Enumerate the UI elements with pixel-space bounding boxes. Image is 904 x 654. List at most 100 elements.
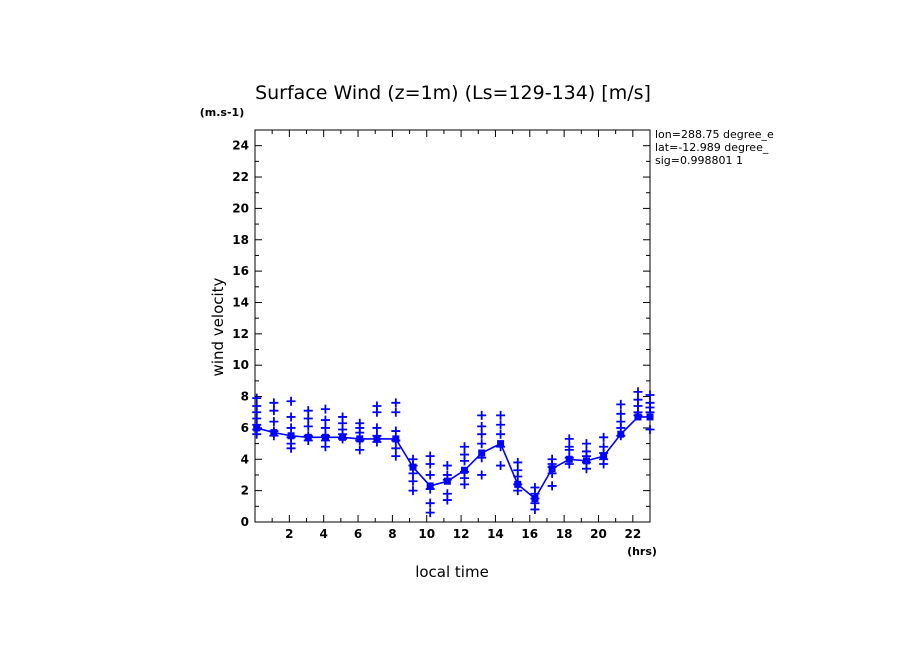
sample-plus-marker [496,429,506,439]
sample-plus-marker [616,431,626,441]
sample-plus-marker [633,387,643,397]
sample-plus-marker [460,442,470,452]
sample-plus-marker [513,472,523,482]
sample-plus-marker [425,451,435,461]
sample-plus-marker [599,432,609,442]
x-tick-label: 20 [590,527,607,541]
sample-plus-marker [372,407,382,417]
sample-plus-marker [355,445,365,455]
sample-plus-marker [303,406,313,416]
sample-plus-marker [425,459,435,469]
x-tick-label: 2 [285,527,293,541]
sample-plus-marker [477,421,487,431]
sample-plus-marker [425,508,435,518]
sample-plus-marker [564,459,574,469]
sample-plus-marker [496,442,506,452]
y-tick-label: 24 [232,139,249,153]
info-sig: sig=0.998801 1 [655,154,743,167]
x-tick-label: 8 [388,527,396,541]
y-axis-title: wind velocity [209,277,227,376]
sample-plus-marker [442,461,452,471]
sample-plus-marker [286,423,296,433]
info-lon: lon=288.75 degree_e [655,128,774,141]
sample-plus-marker [408,476,418,486]
sample-plus-marker [513,486,523,496]
sample-plus-marker [425,484,435,494]
y-tick-label: 16 [232,264,249,278]
sample-plus-marker [338,434,348,444]
info-lat: lat=-12.989 degree_ [655,141,769,154]
y-tick-label: 2 [241,484,249,498]
sample-plus-marker [303,421,313,431]
sample-plus-marker [477,429,487,439]
y-unit-label: (m.s-1) [200,106,244,119]
sample-plus-marker [442,475,452,485]
x-tick-label: 16 [521,527,538,541]
chart-title: Surface Wind (z=1m) (Ls=129-134) [m/s] [255,82,651,104]
sample-plus-marker [408,468,418,478]
plot-frame [254,129,651,523]
sample-plus-marker [477,453,487,463]
sample-plus-marker [460,456,470,466]
sample-plus-marker [355,435,365,445]
sample-plus-marker [513,457,523,467]
sample-plus-marker [286,443,296,453]
sample-plus-marker [564,434,574,444]
y-tick-label: 20 [232,201,249,215]
mean-square-marker [646,413,654,421]
y-tick-label: 0 [241,515,249,529]
sample-plus-marker [286,396,296,406]
sample-plus-marker [581,464,591,474]
x-tick-label: 10 [418,527,435,541]
sample-plus-marker [496,461,506,471]
sample-plus-marker [303,414,313,424]
x-tick-label: 4 [320,527,328,541]
sample-plus-marker [391,435,401,445]
y-tick-label: 22 [232,170,249,184]
sample-plus-marker [391,451,401,461]
sample-plus-marker [616,409,626,419]
sample-plus-marker [645,424,655,434]
sample-plus-marker [496,420,506,430]
sample-plus-marker [599,459,609,469]
sample-plus-marker [530,504,540,514]
sample-plus-marker [252,393,262,403]
y-tick-label: 8 [241,390,249,404]
sample-plus-marker [355,428,365,438]
sample-plus-marker [564,445,574,455]
sample-plus-marker [408,486,418,496]
x-tick-label: 14 [487,527,504,541]
sample-plus-marker [408,461,418,471]
x-tick-label: 12 [453,527,470,541]
sample-plus-marker [425,470,435,480]
sample-plus-marker [391,426,401,436]
sample-plus-marker [547,481,557,491]
sample-plus-marker [372,437,382,447]
y-tick-label: 12 [232,327,249,341]
sample-plus-marker [269,431,279,441]
sample-plus-marker [269,406,279,416]
x-tick-label: 6 [354,527,362,541]
sample-plus-marker [477,410,487,420]
sample-plus-marker [477,470,487,480]
y-tick-label: 6 [241,421,249,435]
sample-plus-marker [269,417,279,427]
sample-plus-marker [269,398,279,408]
sample-plus-marker [372,423,382,433]
sample-plus-marker [391,407,401,417]
sample-plus-marker [391,443,401,453]
y-tick-label: 18 [232,233,249,247]
sample-plus-marker [477,439,487,449]
sample-plus-marker [442,495,452,505]
sample-plus-marker [286,412,296,422]
sample-plus-marker [303,435,313,445]
sample-plus-marker [547,468,557,478]
mean-series-line [256,416,650,500]
sample-plus-marker [496,410,506,420]
sample-plus-marker [320,442,330,452]
sample-plus-marker [581,439,591,449]
sample-plus-marker [391,398,401,408]
sample-plus-marker [320,404,330,414]
mean-square-marker [478,449,486,457]
